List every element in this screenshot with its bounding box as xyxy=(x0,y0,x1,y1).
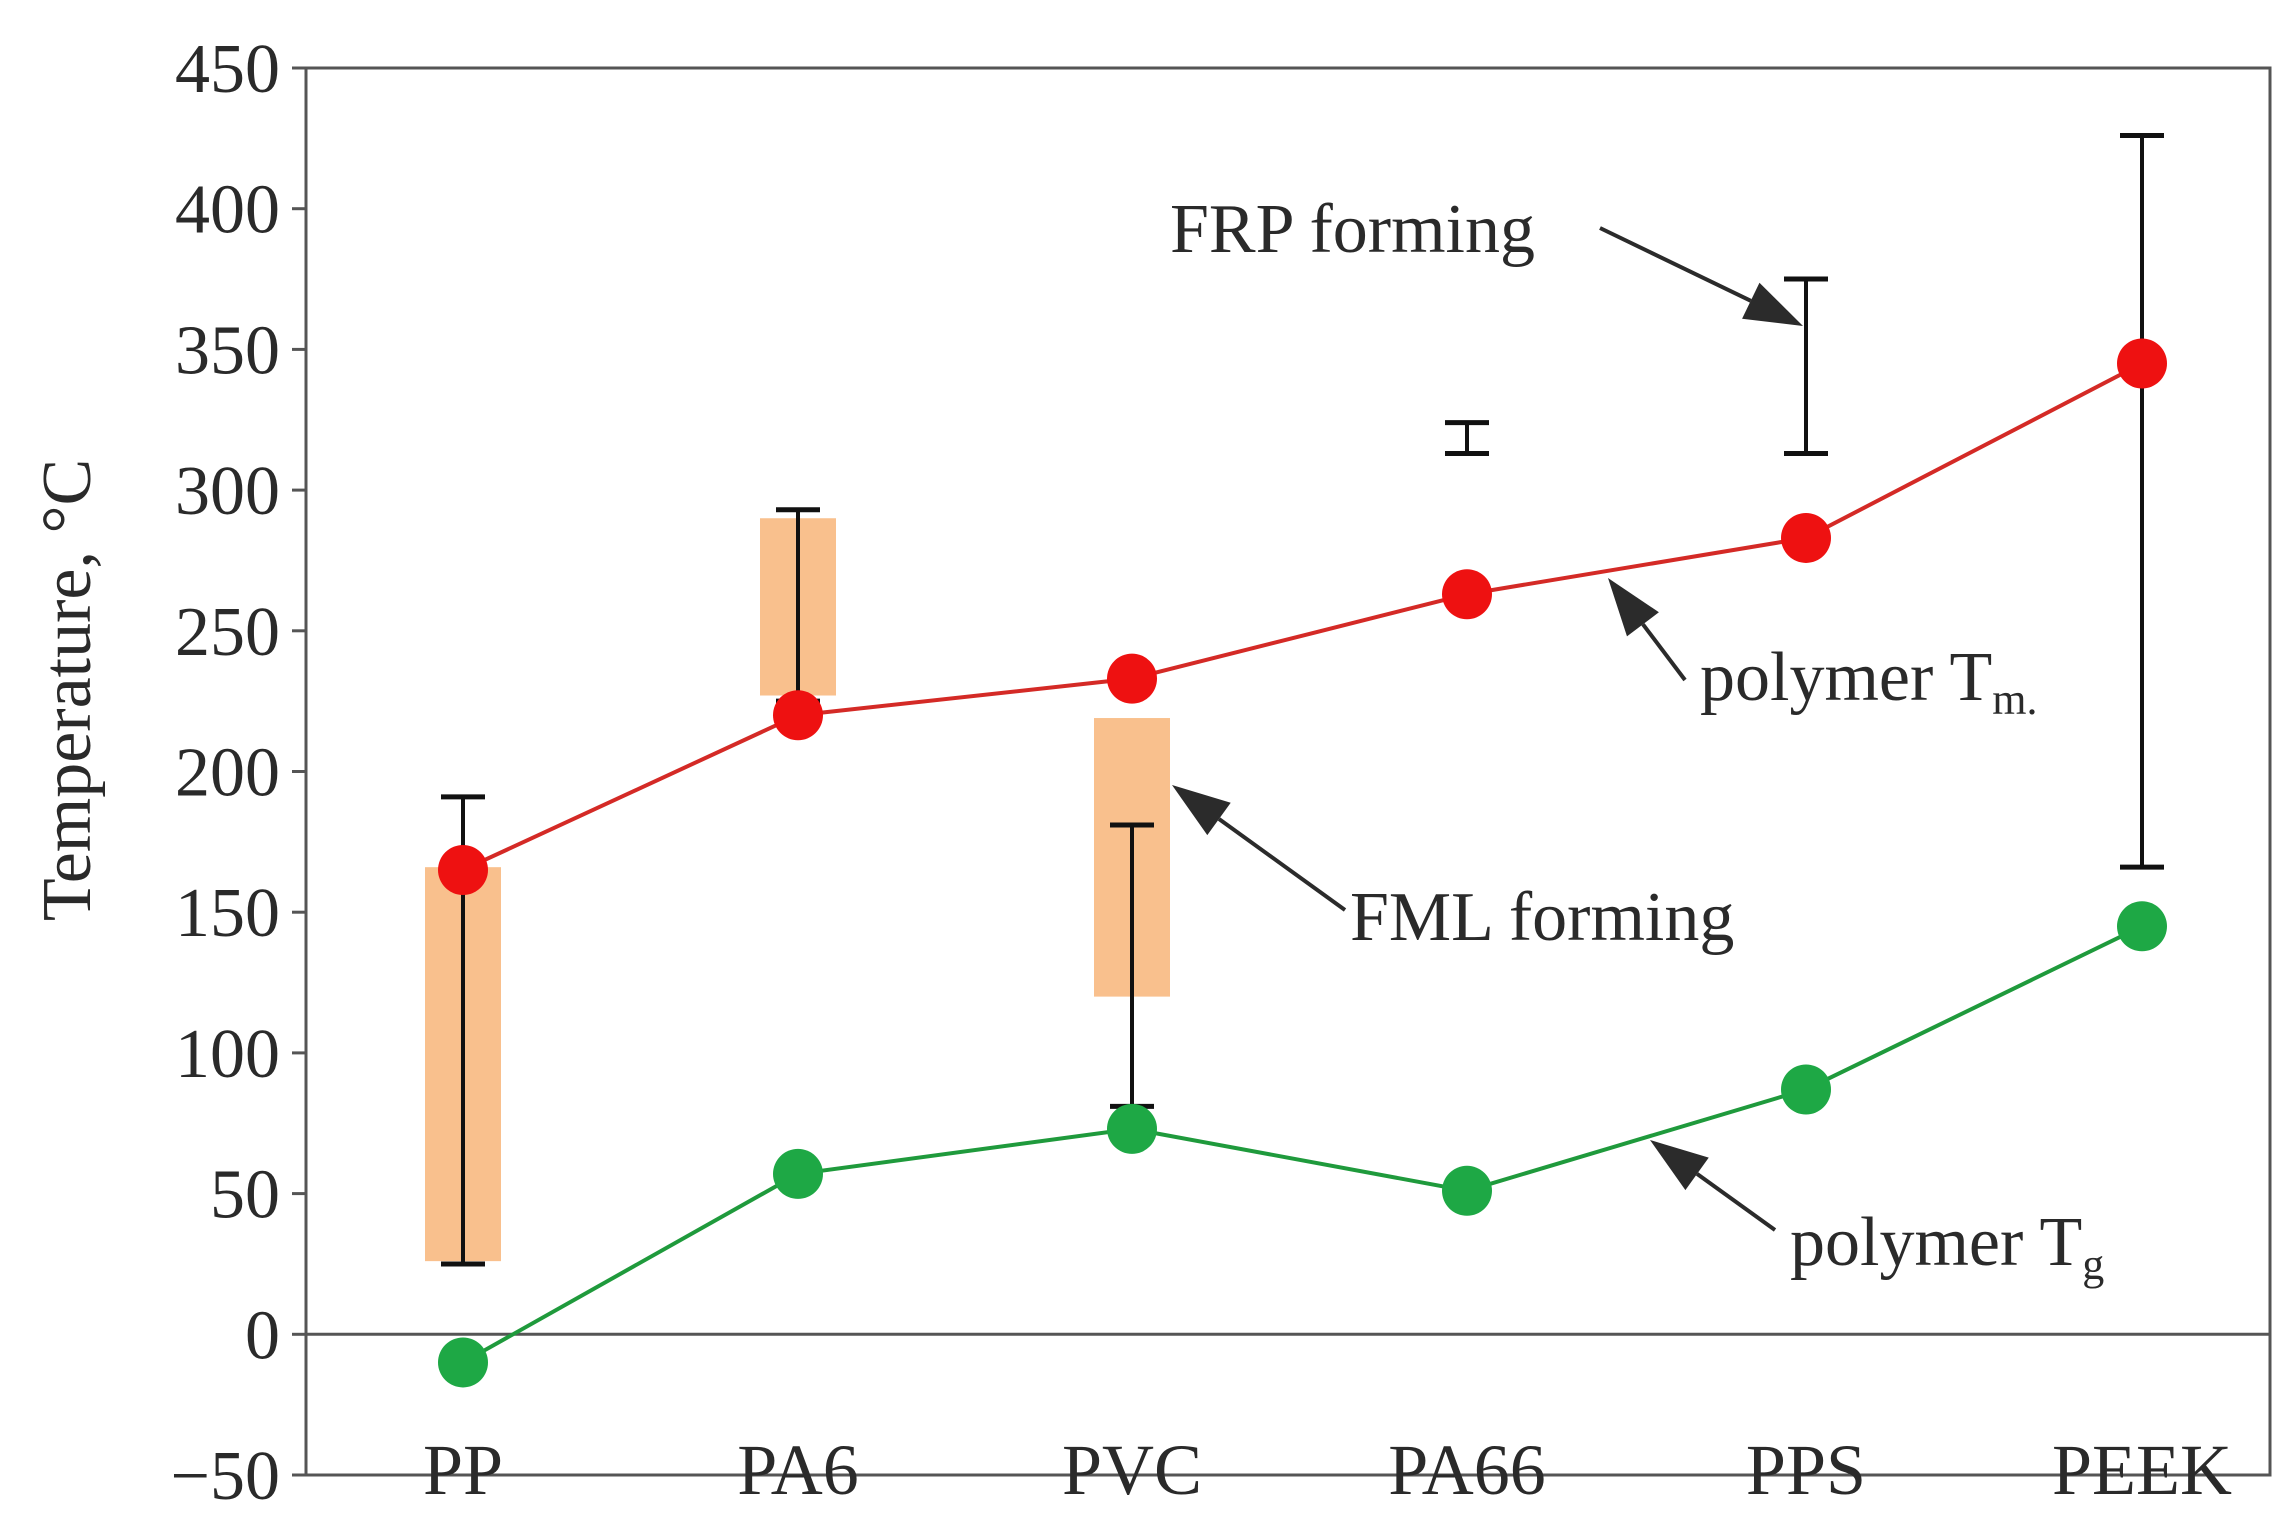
tg-arrow xyxy=(1650,1140,1777,1232)
tm-point xyxy=(773,690,823,741)
series-lines xyxy=(462,361,2143,1365)
tg-annotation: polymer Tg xyxy=(1790,1204,2104,1289)
y-tick-label: 100 xyxy=(175,1016,280,1093)
arrow-head xyxy=(1742,282,1803,326)
arrow-shaft xyxy=(1217,817,1347,912)
tg-point xyxy=(438,1337,488,1388)
x-tick-label: PA6 xyxy=(737,1430,858,1510)
y-axis-label: Temperature, °C xyxy=(29,459,106,921)
x-tick-label: PVC xyxy=(1062,1430,1202,1510)
tm-arrow xyxy=(1608,578,1687,682)
y-tick-label: 400 xyxy=(175,172,280,249)
x-tick-label: PEEK xyxy=(2052,1430,2232,1510)
y-tick-label: −50 xyxy=(171,1438,280,1515)
y-tick-label: 250 xyxy=(175,594,280,671)
series-points xyxy=(438,338,2167,1388)
x-tick-label: PA66 xyxy=(1388,1430,1545,1510)
y-axis: −50 0 50 100 150 200 250 300 350 400 450 xyxy=(171,31,306,1515)
frp-forming-annotation: FRP forming xyxy=(1170,191,1535,268)
tm-point xyxy=(2117,338,2167,389)
tm-point xyxy=(1442,569,1492,620)
tg-point xyxy=(1107,1103,1157,1154)
frp-arrow xyxy=(1599,226,1803,326)
tm-point xyxy=(1107,653,1157,704)
tm-line xyxy=(462,361,2143,872)
y-tick-label: 150 xyxy=(175,875,280,952)
arrow-head xyxy=(1650,1140,1709,1191)
y-tick-label: 0 xyxy=(245,1297,280,1374)
frp-errorbar xyxy=(1445,420,1489,457)
arrow-shaft xyxy=(1599,226,1752,303)
y-tick-label: 50 xyxy=(210,1157,280,1234)
arrow-shaft xyxy=(1695,1172,1777,1232)
arrow-head xyxy=(1608,578,1659,637)
x-tick-label: PPS xyxy=(1746,1430,1866,1510)
tg-point xyxy=(1442,1165,1492,1216)
tg-line xyxy=(462,924,2143,1365)
arrow-shaft xyxy=(1641,623,1687,682)
tm-point xyxy=(1781,512,1831,563)
y-tick-label: 350 xyxy=(175,312,280,389)
annotation-arrows xyxy=(1172,226,1803,1232)
y-tick-label: 450 xyxy=(175,31,280,108)
tg-point xyxy=(773,1148,823,1199)
x-axis: PP PA6 PVC PA66 PPS PEEK xyxy=(423,1430,2232,1510)
y-tick-label: 200 xyxy=(175,735,280,812)
tm-point xyxy=(438,844,488,895)
y-tick-label: 300 xyxy=(175,453,280,530)
frp-forming-errorbars xyxy=(441,133,2164,1267)
tm-annotation: polymer Tm. xyxy=(1700,639,2038,724)
fml-arrow xyxy=(1172,785,1347,912)
tg-point xyxy=(2117,901,2167,952)
frp-errorbar xyxy=(2120,133,2164,870)
frp-errorbar xyxy=(1784,276,1828,457)
x-tick-label: PP xyxy=(423,1430,503,1510)
arrow-head xyxy=(1172,785,1231,836)
tg-point xyxy=(1781,1064,1831,1115)
fml-forming-annotation: FML forming xyxy=(1350,879,1734,956)
